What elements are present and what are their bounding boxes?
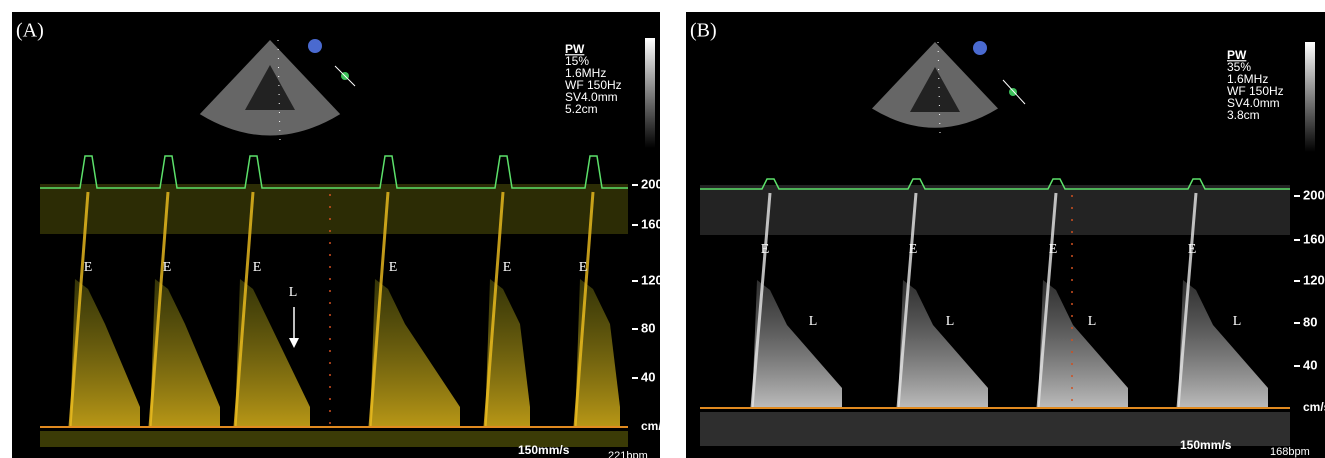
scale-label: 160 <box>1303 231 1325 246</box>
doppler-envelope <box>1178 280 1268 408</box>
doppler-spike <box>1036 192 1058 409</box>
wave-label: L <box>289 285 298 300</box>
wave-label: E <box>1049 242 1058 257</box>
panel-label: (B) <box>690 20 717 42</box>
ultrasound-fan-dark <box>910 67 960 112</box>
doppler-envelope <box>898 280 988 408</box>
gate-mark <box>1002 79 1026 105</box>
doppler-spike <box>573 191 595 428</box>
doppler-envelope <box>70 279 140 427</box>
heart-rate: 221bpm <box>608 450 648 458</box>
setting: 35% <box>1227 60 1251 74</box>
lower-strip <box>40 431 628 447</box>
sweep-speed: 150mm/s <box>518 443 570 457</box>
doppler-envelope <box>235 279 310 427</box>
setting: WF 150Hz <box>1227 84 1284 98</box>
setting: PW <box>565 42 585 56</box>
scale-label: 120 <box>641 272 663 287</box>
doppler-spike <box>368 191 390 428</box>
wave-label: L <box>809 314 818 329</box>
wave-label: E <box>909 242 918 257</box>
scale-unit: cm/s <box>641 419 669 433</box>
wave-label: E <box>761 242 770 257</box>
wave-label: E <box>579 260 588 275</box>
doppler-spike <box>750 192 772 409</box>
ecg-trace <box>40 155 628 189</box>
sample-line <box>937 41 941 134</box>
gray-bar <box>645 38 655 148</box>
doppler-spike <box>68 191 90 428</box>
setting: 1.6MHz <box>1227 72 1268 86</box>
scale-label: 80 <box>641 320 655 335</box>
doppler-spike <box>483 191 505 428</box>
scale-label: 120 <box>1303 272 1325 287</box>
arrow-head <box>289 338 299 348</box>
wave-label: E <box>1188 242 1197 257</box>
setting: SV4.0mm <box>565 90 618 104</box>
heart-rate: 168bpm <box>1270 446 1310 458</box>
gate-mark <box>334 65 356 87</box>
spectrum-noise <box>40 184 628 234</box>
scale-label: 160 <box>641 216 663 231</box>
doppler-envelope <box>150 279 220 427</box>
doppler-envelope <box>752 280 842 408</box>
doppler-envelope <box>485 279 530 427</box>
doppler-envelope <box>575 279 620 427</box>
ultrasound-fan-dark <box>245 65 295 110</box>
wave-label: L <box>946 314 955 329</box>
doppler-spike <box>896 192 918 409</box>
setting: 1.6MHz <box>565 66 606 80</box>
wave-label: E <box>84 260 93 275</box>
doppler-envelope <box>1038 280 1128 408</box>
setting: SV4.0mm <box>1227 96 1280 110</box>
doppler-spike <box>148 191 170 428</box>
spectrum-noise <box>700 185 1290 235</box>
scale-label: 200 <box>641 176 663 191</box>
wave-label: L <box>1233 314 1242 329</box>
wave-label: E <box>253 260 262 275</box>
gray-bar <box>1305 42 1315 152</box>
scale-label: 40 <box>641 369 655 384</box>
scale-label: 200 <box>1303 187 1325 202</box>
ecg-trace <box>700 178 1290 190</box>
wave-label: E <box>503 260 512 275</box>
doppler-spike <box>233 191 255 428</box>
probe-icon <box>308 39 322 53</box>
setting: PW <box>1227 48 1247 62</box>
probe-icon <box>973 41 987 55</box>
wave-label: E <box>389 260 398 275</box>
setting: 3.8cm <box>1227 108 1260 122</box>
setting: 15% <box>565 54 589 68</box>
scale-label: 40 <box>1303 357 1317 372</box>
doppler-spike <box>1176 192 1198 409</box>
setting: WF 150Hz <box>565 78 622 92</box>
lower-strip <box>700 412 1290 446</box>
scale-label: 80 <box>1303 314 1317 329</box>
gate-icon <box>1009 88 1017 96</box>
wave-label: L <box>1088 314 1097 329</box>
setting: 5.2cm <box>565 102 598 116</box>
panel-label: (A) <box>16 20 44 42</box>
doppler-envelope <box>370 279 460 427</box>
wave-label: E <box>163 260 172 275</box>
scale-unit: cm/s <box>1303 400 1325 414</box>
sweep-speed: 150mm/s <box>1180 438 1232 452</box>
